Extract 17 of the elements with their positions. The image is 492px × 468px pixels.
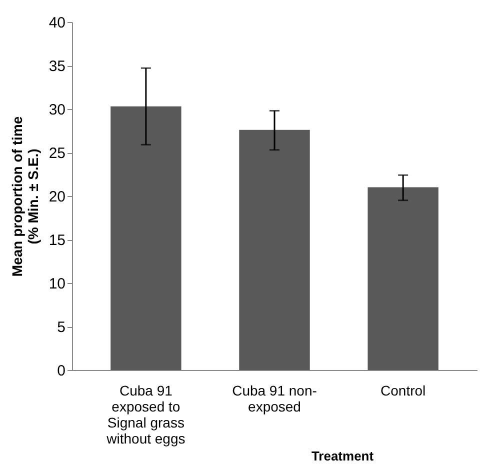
y-tick-label: 15 [48, 232, 66, 249]
x-tick-label: Cuba 91 exposed to Signal grass without eggs [106, 382, 186, 446]
y-tick-label: 20 [48, 188, 66, 206]
y-tick-label: 5 [57, 319, 66, 336]
y-tick-label: 10 [48, 276, 66, 292]
x-tick-label: Cuba 91 non-exposed [232, 382, 318, 414]
y-tick-label: 40 [48, 14, 66, 32]
y-tick-label: 35 [48, 58, 66, 75]
y-tick-label: 30 [48, 102, 66, 118]
bar [110, 106, 182, 370]
x-tick-label: Control [380, 382, 426, 398]
y-tick-label: 25 [48, 145, 66, 162]
y-axis-title: Mean proportion of time (% Min. ± S.E.) [8, 116, 41, 277]
y-tick-label: 0 [57, 362, 66, 380]
bar [239, 130, 310, 370]
bar [368, 187, 438, 370]
x-axis-title: Treatment [311, 448, 374, 464]
